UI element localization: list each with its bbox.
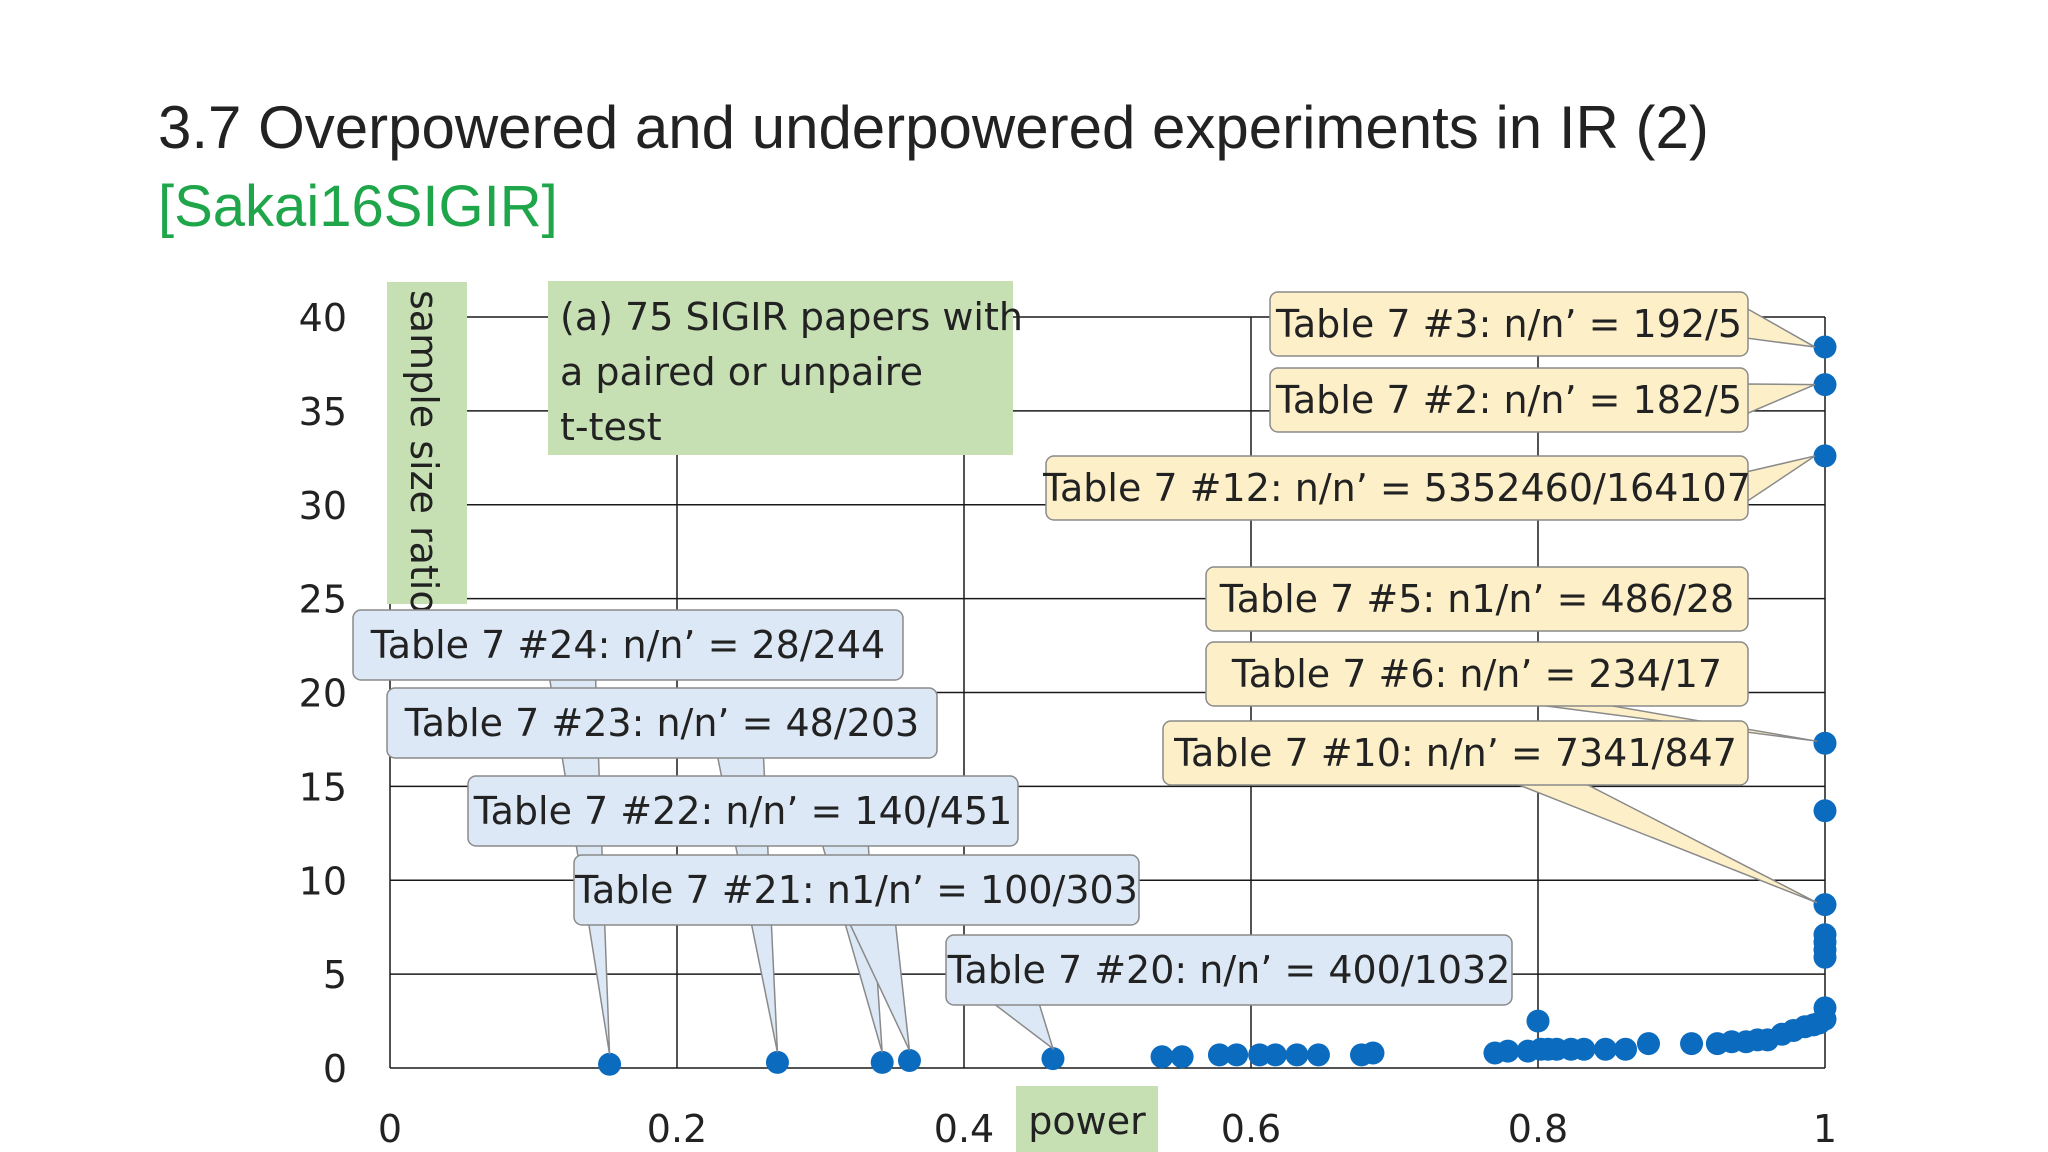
data-point (1306, 1043, 1330, 1067)
data-point (897, 1048, 921, 1072)
data-point (1813, 444, 1837, 468)
chart-ticks: 0 5 10 15 20 25 30 35 40 0 0.2 0.4 0.6 0.8 1 (299, 296, 1837, 1151)
callout-pointer (1745, 306, 1816, 348)
data-point (1614, 1037, 1638, 1061)
data-point (870, 1050, 894, 1074)
callout: Table 7 #6: n/n’ = 234/17 (1205, 641, 1818, 742)
data-point (1263, 1043, 1287, 1067)
callouts: Table 7 #3: n/n’ = 192/5 Table 7 #2: n/n’… (352, 291, 1818, 1055)
x-axis-label: power (1028, 1099, 1146, 1143)
data-point (1170, 1045, 1194, 1069)
data-point (598, 1052, 622, 1076)
data-point (1526, 1009, 1550, 1033)
callout-box (352, 609, 904, 681)
callout-label: Table 7 #3: n/n’ = 192/5 (1275, 302, 1742, 346)
axis-labels: sample size ratio power (a) 75 SIGIR paper… (387, 281, 1158, 1152)
x-tick-label: 0.4 (934, 1107, 994, 1151)
y-tick-label: 10 (299, 859, 347, 903)
callout: Table 7 #12: n/n’ = 5352460/164107 (1042, 455, 1816, 521)
data-points (598, 335, 1837, 1076)
y-tick-label: 25 (299, 578, 347, 622)
callout-box (1205, 566, 1749, 632)
data-point (1496, 1039, 1520, 1063)
callout-box (386, 687, 938, 759)
slide-title: 3.7 Overpowered and underpowered experim… (158, 94, 1709, 161)
y-tick-label: 30 (299, 484, 347, 528)
x-axis-label-box (1016, 1086, 1158, 1152)
callout-label: Table 7 #20: n/n’ = 400/1032 (947, 948, 1511, 992)
data-point (1225, 1043, 1249, 1067)
callout-box (573, 854, 1140, 926)
y-tick-label: 35 (299, 390, 347, 434)
callout-label: Table 7 #12: n/n’ = 5352460/164107 (1042, 466, 1751, 510)
callout-label: Table 7 #10: n/n’ = 7341/847 (1173, 731, 1737, 775)
data-point (1813, 731, 1837, 755)
callout-label: Table 7 #5: n1/n’ = 486/28 (1219, 577, 1734, 621)
data-point (1285, 1043, 1309, 1067)
data-point (1041, 1047, 1065, 1071)
callout: Table 7 #22: n/n’ = 140/451 (467, 775, 1019, 1053)
callout-label: Table 7 #2: n/n’ = 182/5 (1275, 378, 1742, 422)
callout-box (1269, 291, 1749, 357)
callout: Table 7 #10: n/n’ = 7341/847 (1162, 720, 1818, 904)
panel-label-box (548, 281, 1013, 455)
callout-label: Table 7 #21: n1/n’ = 100/303 (574, 868, 1138, 912)
callout-pointer (990, 1002, 1055, 1051)
panel-label-line: (a) 75 SIGIR papers with (560, 295, 1023, 339)
callout: Table 7 #21: n1/n’ = 100/303 (573, 854, 1140, 1051)
data-point (1636, 1032, 1660, 1056)
callout-pointer (1745, 383, 1816, 416)
callout-box (1205, 641, 1749, 707)
data-point (1680, 1032, 1704, 1056)
callout-pointer (1745, 455, 1816, 504)
callout-label: Table 7 #6: n/n’ = 234/17 (1231, 652, 1722, 696)
slide-citation: [Sakai16SIGIR] (158, 174, 558, 239)
data-point (1813, 373, 1837, 397)
data-point (765, 1050, 789, 1074)
x-tick-label: 0.6 (1221, 1107, 1281, 1151)
callout-box (1162, 720, 1749, 786)
callout: Table 7 #5: n1/n’ = 486/28 (1205, 566, 1749, 632)
y-axis-label-box (387, 282, 467, 604)
x-tick-label: 0 (378, 1107, 402, 1151)
callout-box (1045, 455, 1749, 521)
y-tick-label: 15 (299, 765, 347, 809)
data-point (1572, 1037, 1596, 1061)
callout-label: Table 7 #24: n/n’ = 28/244 (370, 623, 885, 667)
data-point (1150, 1045, 1174, 1069)
data-point (1813, 893, 1837, 917)
y-tick-label: 20 (299, 672, 347, 716)
data-point (1813, 799, 1837, 823)
y-tick-label: 0 (323, 1047, 347, 1091)
x-tick-label: 1 (1813, 1107, 1837, 1151)
callout-box (467, 775, 1019, 847)
y-axis-label: sample size ratio (402, 290, 446, 614)
callout: Table 7 #20: n/n’ = 400/1032 (945, 934, 1513, 1051)
callout: Table 7 #3: n/n’ = 192/5 (1269, 291, 1816, 357)
callout-box (1269, 367, 1749, 433)
panel-label-line: t-test (560, 405, 662, 449)
y-tick-label: 40 (299, 296, 347, 340)
data-point (1593, 1037, 1617, 1061)
data-point (1248, 1043, 1272, 1067)
callout-label: Table 7 #22: n/n’ = 140/451 (473, 789, 1013, 833)
data-point (1207, 1043, 1231, 1067)
x-tick-label: 0.8 (1508, 1107, 1568, 1151)
y-tick-label: 5 (323, 953, 347, 997)
data-point (1813, 996, 1837, 1020)
callout-box (945, 934, 1513, 1006)
callout-pointer (1513, 782, 1818, 904)
callout: Table 7 #2: n/n’ = 182/5 (1269, 367, 1816, 433)
data-point (1361, 1041, 1385, 1065)
x-tick-label: 0.2 (647, 1107, 707, 1151)
callout-label: Table 7 #23: n/n’ = 48/203 (404, 701, 919, 745)
panel-label-line: a paired or unpaire (560, 350, 923, 394)
data-point (1813, 335, 1837, 359)
data-point (1813, 923, 1837, 947)
